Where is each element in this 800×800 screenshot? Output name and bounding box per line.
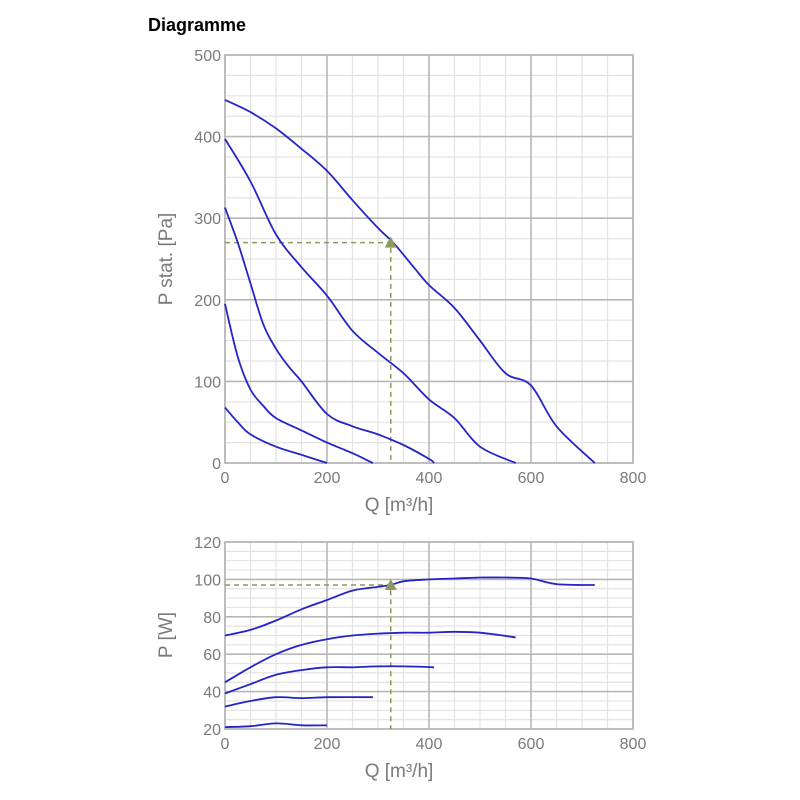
x-tick-label: 600 xyxy=(518,736,545,753)
x-tick-label: 200 xyxy=(314,736,341,753)
series-curve-1 xyxy=(224,576,595,637)
series-curve-4 xyxy=(224,696,373,708)
series-curve-4 xyxy=(224,303,374,464)
x-tick-label: 0 xyxy=(221,470,230,487)
y-tick-label: 200 xyxy=(194,293,221,310)
series-curve-5 xyxy=(224,406,328,464)
x-tick-label: 400 xyxy=(416,736,443,753)
operating-point-marker xyxy=(384,579,397,591)
x-tick-label: 800 xyxy=(620,736,647,753)
page-title: Diagramme xyxy=(148,15,247,35)
y-tick-label: 20 xyxy=(203,722,221,739)
x-tick-label: 600 xyxy=(518,470,545,487)
y-tick-label: 300 xyxy=(194,211,221,228)
y-tick-label: 400 xyxy=(194,130,221,147)
x-tick-label: 200 xyxy=(314,470,341,487)
y-axis-label: P stat. [Pa] xyxy=(156,213,177,306)
x-axis-label: Q [m³/h] xyxy=(365,495,434,516)
series-curve-2 xyxy=(224,138,517,464)
y-tick-label: 80 xyxy=(203,610,221,627)
operating-point-marker xyxy=(384,236,397,248)
y-tick-label: 40 xyxy=(203,685,221,702)
y-axis-label: P [W] xyxy=(156,612,177,658)
y-tick-label: 60 xyxy=(203,647,221,664)
x-axis-label: Q [m³/h] xyxy=(365,761,434,782)
y-tick-label: 120 xyxy=(194,535,221,552)
x-tick-label: 0 xyxy=(221,736,230,753)
series-curve-2 xyxy=(224,630,516,684)
series-curve-5 xyxy=(224,722,328,728)
series-curve-3 xyxy=(224,665,435,695)
x-tick-label: 800 xyxy=(620,470,647,487)
y-tick-label: 0 xyxy=(212,456,221,473)
series-curve-1 xyxy=(224,99,596,464)
y-tick-label: 100 xyxy=(194,572,221,589)
x-tick-label: 400 xyxy=(416,470,443,487)
series-curve-3 xyxy=(224,207,435,464)
chart-pressure: 0 200 400 600 800 0 100 200 300 400 500 Q [m³/h] P s… xyxy=(156,48,646,516)
chart-power: 0 200 400 600 800 20 40 60 80 100 120 Q [m³/h] P [W] xyxy=(156,535,646,782)
y-tick-label: 500 xyxy=(194,48,221,65)
plot-frame xyxy=(224,54,634,464)
y-tick-label: 100 xyxy=(194,374,221,391)
